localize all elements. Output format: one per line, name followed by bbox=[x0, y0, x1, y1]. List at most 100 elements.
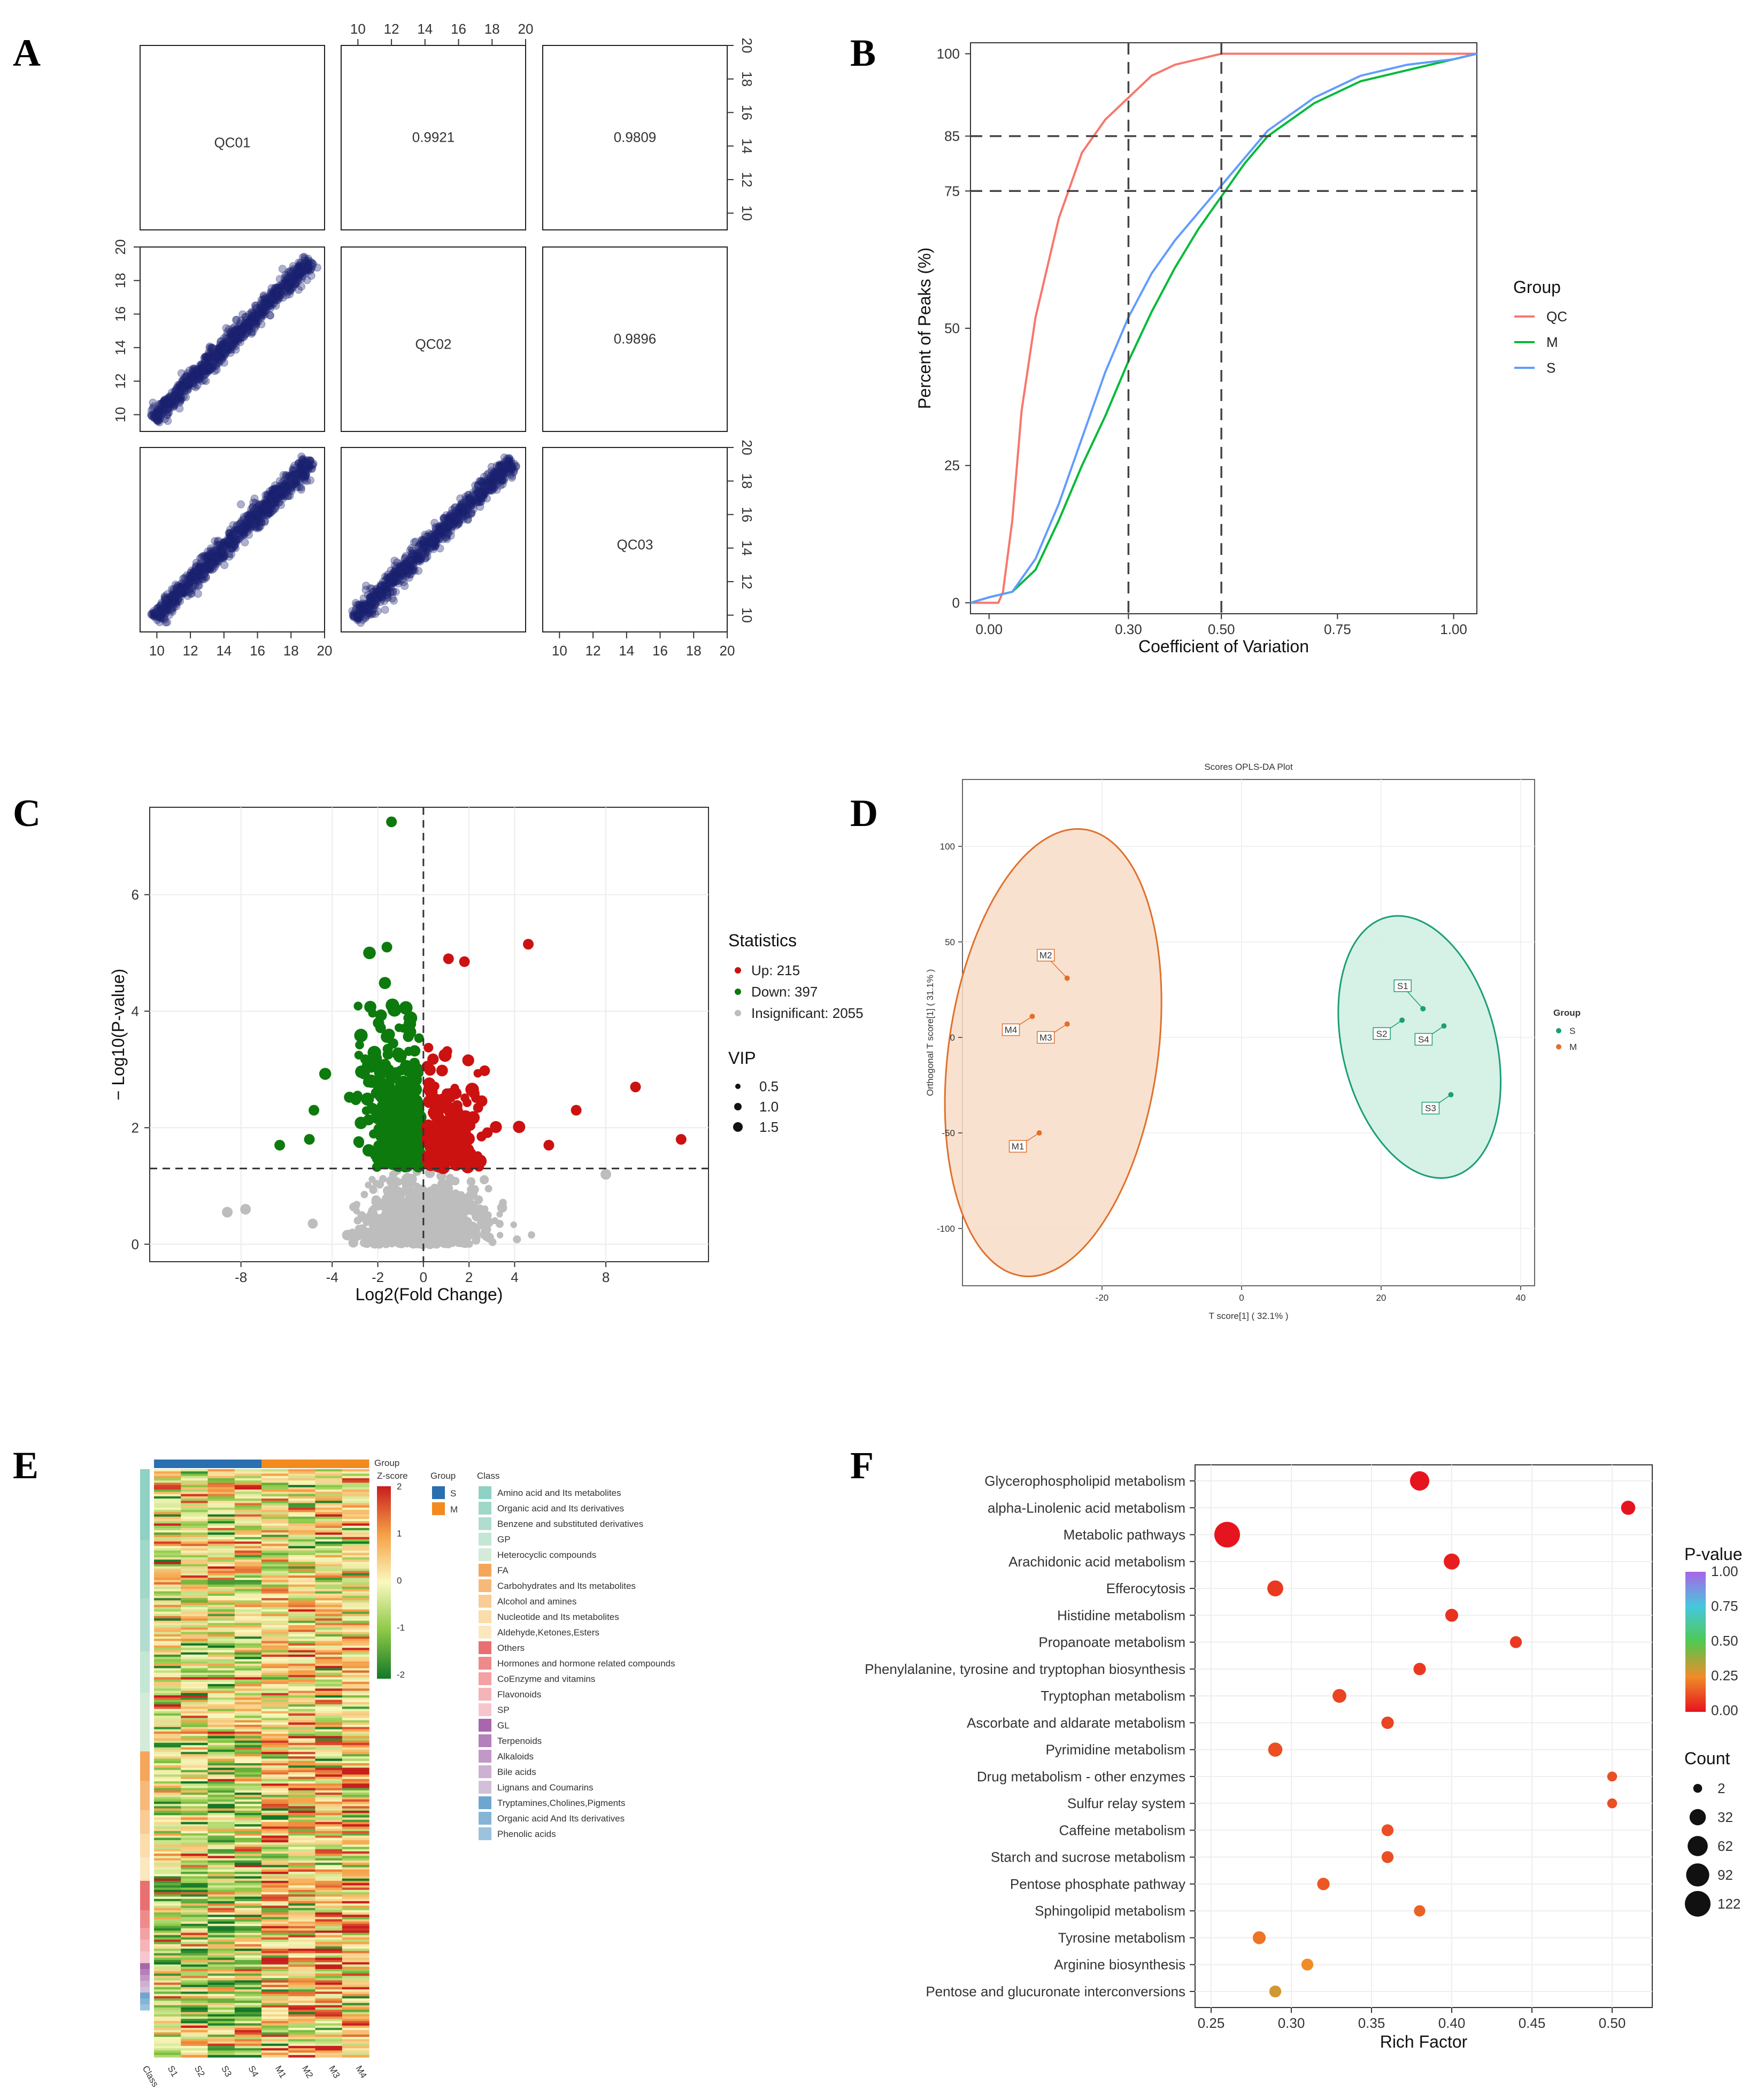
heatmap-cell bbox=[181, 1564, 209, 1567]
scatter-point bbox=[258, 309, 266, 318]
heatmap-cell bbox=[207, 1494, 235, 1497]
heatmap-cell bbox=[234, 1510, 262, 1512]
y-axis-title: Orthogonal T score[1] ( 31.1% ) bbox=[925, 969, 935, 1097]
heatmap-cell bbox=[288, 1494, 316, 1497]
scatter-point bbox=[295, 262, 304, 271]
scatter-point bbox=[226, 343, 235, 351]
heatmap-cell bbox=[342, 1543, 369, 1547]
tick-label-bottom: 16 bbox=[652, 643, 668, 659]
point-highlight bbox=[600, 1169, 612, 1180]
heatmap-cell bbox=[181, 1569, 209, 1571]
heatmap-cell bbox=[342, 1528, 369, 1531]
legend-label: Insignificant: 2055 bbox=[751, 1005, 864, 1021]
scatter-point bbox=[237, 330, 245, 338]
point-insignificant bbox=[405, 1184, 413, 1192]
point-down bbox=[408, 1098, 418, 1107]
heatmap-cell bbox=[261, 1485, 289, 1488]
heatmap-cell bbox=[261, 1532, 289, 1535]
scatter-point bbox=[476, 503, 484, 511]
heatmap-cell bbox=[234, 1492, 262, 1495]
scatter-point bbox=[152, 415, 161, 424]
scatter-point bbox=[409, 546, 417, 555]
scatter-point bbox=[304, 264, 312, 273]
heatmap-cell bbox=[342, 1578, 369, 1580]
heatmap-cell bbox=[288, 1507, 316, 1510]
correlation-value: 0.9896 bbox=[614, 331, 657, 347]
heatmap-cell bbox=[181, 1519, 209, 1522]
y-tick-label: 4 bbox=[132, 1003, 139, 1019]
tick-label-left: 14 bbox=[112, 340, 128, 356]
heatmap-cell bbox=[234, 1555, 262, 1558]
scatter-point bbox=[214, 351, 223, 360]
scatter-point bbox=[266, 298, 274, 306]
scatter-point bbox=[307, 259, 316, 267]
heatmap-cell bbox=[315, 1548, 343, 1551]
heatmap-cell bbox=[181, 1501, 209, 1503]
scatter-point bbox=[194, 374, 202, 382]
scatter-point bbox=[240, 325, 248, 334]
legend-label: M bbox=[1569, 1042, 1577, 1052]
heatmap-cell bbox=[181, 1503, 209, 1506]
tick-label-right: 14 bbox=[739, 138, 755, 154]
heatmap-cell bbox=[181, 1578, 209, 1580]
scatter-point bbox=[202, 574, 210, 582]
scatter-point bbox=[232, 328, 240, 337]
tick-label-left: 16 bbox=[112, 306, 128, 322]
heatmap-cell bbox=[261, 1546, 289, 1549]
point-insignificant bbox=[420, 1223, 431, 1234]
x-tick-label: -2 bbox=[372, 1269, 384, 1285]
y-tick-label: 0 bbox=[132, 1236, 139, 1252]
heatmap-cell bbox=[315, 1543, 343, 1547]
heatmap-cell bbox=[207, 1523, 235, 1526]
heatmap-cell bbox=[154, 1476, 181, 1479]
scatter-point bbox=[258, 310, 266, 319]
scatter-point bbox=[437, 529, 446, 537]
legend-key bbox=[1556, 1028, 1561, 1033]
heatmap-cell bbox=[234, 1501, 262, 1503]
heatmap-cell bbox=[315, 1499, 343, 1501]
heatmap-cell bbox=[342, 1553, 369, 1556]
scatter-point bbox=[249, 309, 257, 318]
scatter-point bbox=[163, 395, 172, 403]
scatter-point bbox=[156, 609, 165, 617]
scatter-point bbox=[206, 546, 215, 555]
point-down bbox=[373, 1017, 384, 1029]
heatmap-cell bbox=[207, 1566, 235, 1569]
scatter-point bbox=[220, 345, 229, 353]
scatter-point bbox=[297, 268, 306, 276]
scatter-point bbox=[194, 369, 202, 377]
scatter-point bbox=[179, 381, 187, 390]
heatmap-cell bbox=[181, 1534, 209, 1538]
heatmap-cell bbox=[315, 1537, 343, 1540]
y-tick-label: 75 bbox=[944, 183, 960, 199]
heatmap-cell bbox=[181, 1512, 209, 1515]
point-label: S3 bbox=[1425, 1103, 1436, 1114]
heatmap-cell bbox=[207, 1501, 235, 1503]
heatmap-cell bbox=[261, 1528, 289, 1531]
scatter-point bbox=[289, 278, 297, 286]
point-insignificant bbox=[363, 1218, 371, 1226]
scatter-point bbox=[278, 265, 287, 273]
tick-label-right: 18 bbox=[739, 71, 755, 87]
point-down bbox=[388, 1139, 399, 1150]
legend-title: Group bbox=[1513, 277, 1561, 297]
x-tick-label: 0.75 bbox=[1324, 621, 1351, 637]
point-insignificant bbox=[446, 1173, 455, 1182]
point-insignificant bbox=[349, 1202, 358, 1211]
scatter-point bbox=[180, 379, 188, 387]
point-down bbox=[389, 1153, 402, 1166]
heatmap-cell bbox=[207, 1503, 235, 1506]
heatmap-cell bbox=[207, 1514, 235, 1517]
scatter-point bbox=[172, 387, 181, 396]
tick-label-bottom: 12 bbox=[183, 643, 198, 659]
heatmap-cell bbox=[315, 1546, 343, 1549]
heatmap-cell bbox=[342, 1548, 369, 1551]
scatter-point bbox=[203, 366, 211, 374]
heatmap-cell bbox=[234, 1505, 262, 1508]
heatmap-cell bbox=[288, 1514, 316, 1517]
scatter-point bbox=[172, 386, 180, 395]
heatmap-cell bbox=[288, 1516, 316, 1519]
point-up bbox=[451, 1142, 461, 1153]
heatmap-cell bbox=[315, 1521, 343, 1524]
scatter-point bbox=[456, 506, 465, 515]
